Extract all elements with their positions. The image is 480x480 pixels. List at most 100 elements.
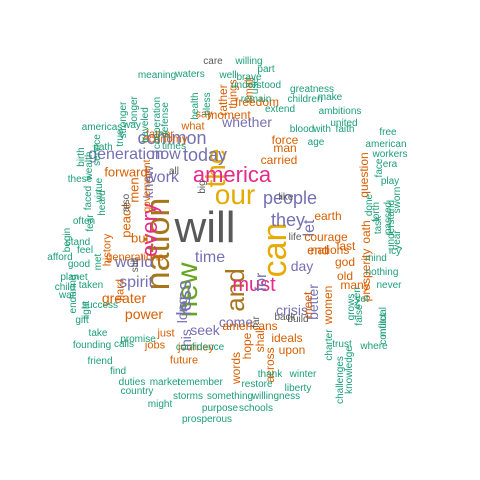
word-age: age bbox=[307, 137, 325, 148]
word-feel: feel bbox=[76, 245, 94, 256]
word-they: they bbox=[270, 210, 306, 230]
word-day: day bbox=[290, 258, 314, 274]
word-longer: longer bbox=[129, 96, 140, 124]
word-fear: fear bbox=[85, 214, 96, 232]
word-build: build bbox=[287, 314, 309, 325]
word-american: american bbox=[365, 139, 407, 150]
word-just: just bbox=[157, 327, 175, 340]
word-challenges: challenges bbox=[335, 356, 346, 404]
word-meaning: meaning bbox=[137, 70, 177, 81]
word-people: people bbox=[262, 188, 318, 208]
word-greater: greater bbox=[101, 290, 147, 306]
word-economy: economy bbox=[142, 133, 188, 146]
word-might: might bbox=[147, 399, 173, 410]
word-liberty: liberty bbox=[284, 383, 312, 394]
word-knowledge: knowledge bbox=[344, 346, 355, 394]
word-stand: stand bbox=[65, 237, 91, 248]
word-carried: carried bbox=[260, 153, 298, 167]
word-duties: duties bbox=[118, 377, 146, 388]
word-willingness: willingness bbox=[251, 391, 301, 402]
word-with: with bbox=[313, 124, 331, 135]
word-government: government bbox=[142, 159, 153, 213]
word-seek: seek bbox=[190, 322, 220, 338]
word-war: war bbox=[58, 290, 76, 301]
word-upon: upon bbox=[278, 343, 306, 357]
word-extend: extend bbox=[264, 104, 296, 115]
word-future: future bbox=[169, 354, 199, 367]
word-today: today bbox=[182, 145, 228, 165]
word-country: country bbox=[120, 386, 154, 397]
word-planet: planet bbox=[60, 272, 88, 283]
word-way: way bbox=[123, 120, 141, 131]
word-passed: passed bbox=[383, 201, 394, 235]
word-remember: remember bbox=[177, 377, 223, 388]
word-americans: americans bbox=[222, 319, 278, 333]
word-purpose: purpose bbox=[201, 403, 239, 414]
word-winter: winter bbox=[289, 369, 317, 380]
word-trust: trust bbox=[332, 339, 352, 350]
word-father: father bbox=[145, 128, 175, 141]
word-willing: willing bbox=[235, 56, 263, 67]
word-forth: forth bbox=[371, 201, 382, 223]
word-come: come bbox=[218, 314, 254, 330]
word-man: man bbox=[273, 141, 297, 155]
word-part: part bbox=[257, 64, 275, 75]
word-workers: workers bbox=[372, 149, 408, 160]
word-still: still bbox=[130, 257, 141, 273]
word-times: times bbox=[162, 141, 186, 152]
word-women: women bbox=[321, 285, 335, 325]
word-make: make bbox=[317, 92, 343, 103]
word-end: end bbox=[307, 242, 329, 258]
word-path: path bbox=[93, 142, 113, 153]
word-freedom: freedom bbox=[234, 95, 280, 109]
word-far: far bbox=[251, 316, 262, 328]
word-met: met bbox=[93, 253, 104, 271]
word-remain: remain bbox=[240, 94, 272, 105]
word-force: force bbox=[271, 133, 299, 147]
word-storms: storms bbox=[173, 391, 203, 402]
word-spirit: spirit bbox=[119, 274, 153, 291]
word-blood: blood bbox=[289, 124, 315, 135]
word-false: false bbox=[354, 304, 365, 326]
word-prosperous: prosperous bbox=[181, 414, 233, 425]
word-but: but bbox=[130, 230, 150, 246]
word-for: for bbox=[253, 272, 270, 292]
word-old: old bbox=[336, 269, 354, 283]
word-back: back bbox=[274, 312, 296, 323]
word-face: face bbox=[374, 158, 385, 178]
word-good: good bbox=[67, 259, 91, 270]
word-will: will bbox=[174, 203, 236, 252]
word-often: often bbox=[72, 216, 96, 227]
word-united: united bbox=[330, 118, 358, 129]
word-health: health bbox=[190, 92, 201, 120]
word-icy: icy bbox=[388, 246, 402, 257]
word-god: god bbox=[334, 255, 356, 269]
word-also: also bbox=[121, 193, 132, 213]
word-never: never bbox=[376, 280, 402, 291]
word-understood: understood bbox=[230, 80, 282, 91]
word-success: success bbox=[81, 300, 119, 311]
word-era: era bbox=[382, 159, 398, 170]
word-charter: charter bbox=[324, 329, 335, 361]
word-mind: mind bbox=[365, 253, 387, 264]
word-say: say bbox=[195, 108, 213, 121]
word-true: true bbox=[115, 129, 126, 147]
word-these: these bbox=[67, 174, 93, 185]
word-greatness: greatness bbox=[290, 84, 334, 95]
word-service: service bbox=[92, 134, 103, 166]
word-like: like bbox=[278, 192, 294, 203]
word-brave: brave bbox=[236, 72, 262, 83]
word-something: something bbox=[206, 391, 254, 402]
word-time: time bbox=[194, 249, 226, 266]
word-journey: journey bbox=[177, 341, 215, 354]
word-heard: heard bbox=[97, 190, 108, 216]
word-waters: waters bbox=[175, 69, 205, 80]
word-well: well bbox=[219, 70, 237, 81]
word-schools: schools bbox=[239, 403, 273, 414]
word-whether: whether bbox=[222, 114, 272, 130]
word-jobs: jobs bbox=[144, 339, 166, 352]
word-forward: forward bbox=[104, 164, 148, 180]
word-confidence: confidence bbox=[175, 342, 225, 353]
word-take: take bbox=[88, 328, 108, 339]
